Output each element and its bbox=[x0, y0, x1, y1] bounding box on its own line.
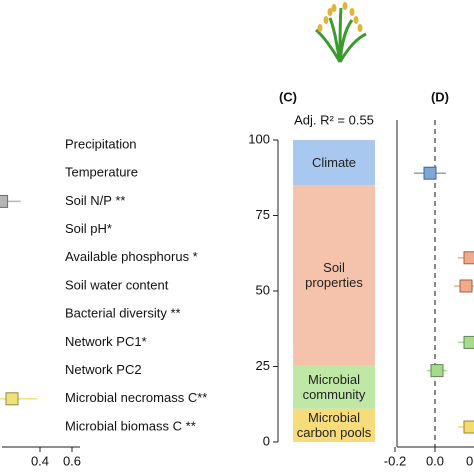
segment-label: Microbial community bbox=[302, 371, 366, 402]
y-tick-label: 50 bbox=[256, 282, 270, 297]
segment-label: Climate bbox=[311, 155, 357, 171]
y-tick-label: 25 bbox=[256, 358, 270, 373]
row-label: Microbial biomass C ** bbox=[65, 418, 196, 433]
bar-segment bbox=[293, 408, 375, 442]
point bbox=[423, 166, 437, 180]
point bbox=[0, 194, 9, 208]
forest-panel bbox=[394, 120, 474, 452]
row-label: Bacterial diversity ** bbox=[65, 306, 181, 321]
x-tick-label: 0.2 bbox=[466, 453, 474, 468]
rice-icon bbox=[315, 2, 367, 63]
forest-panel bbox=[0, 194, 80, 452]
row-label: Precipitation bbox=[65, 136, 137, 151]
segment-label: Soil properties bbox=[305, 260, 363, 291]
row-label: Microbial necromass C** bbox=[65, 390, 207, 405]
bar-segment bbox=[293, 364, 375, 409]
row-label: Soil water content bbox=[65, 277, 169, 292]
point bbox=[463, 335, 474, 349]
segment-label-box: Microbial carbon pools bbox=[296, 410, 372, 441]
segment-label-box: Soil properties bbox=[305, 260, 363, 291]
row-label: Network PC1* bbox=[65, 334, 147, 349]
point bbox=[430, 364, 444, 378]
annotation: Adj. R² = 0.55 bbox=[294, 112, 374, 127]
point bbox=[463, 420, 474, 434]
segment-label-box: Climate bbox=[311, 155, 357, 171]
row-label: Temperature bbox=[65, 165, 138, 180]
x-tick-label: 0.6 bbox=[63, 453, 81, 468]
point bbox=[459, 279, 473, 293]
y-tick-label: 100 bbox=[248, 131, 270, 146]
panel-label: (C) bbox=[279, 89, 297, 104]
row-label: Network PC2 bbox=[65, 362, 142, 377]
point bbox=[5, 392, 19, 406]
x-tick-label: -0.2 bbox=[384, 453, 406, 468]
y-tick-label: 75 bbox=[256, 207, 270, 222]
row-label: Available phosphorus * bbox=[65, 249, 198, 264]
segment-label-box: Microbial community bbox=[302, 371, 366, 402]
point bbox=[463, 251, 474, 265]
row-label: Soil N/P ** bbox=[65, 193, 125, 208]
x-tick-label: 0.0 bbox=[426, 453, 444, 468]
row-label: Soil pH* bbox=[65, 221, 112, 236]
panel-label: (D) bbox=[431, 89, 449, 104]
bar-segment bbox=[293, 185, 375, 365]
y-tick-label: 0 bbox=[263, 433, 270, 448]
bar-segment bbox=[293, 140, 375, 186]
x-tick-label: 0.4 bbox=[31, 453, 49, 468]
segment-label: Microbial carbon pools bbox=[296, 410, 372, 441]
